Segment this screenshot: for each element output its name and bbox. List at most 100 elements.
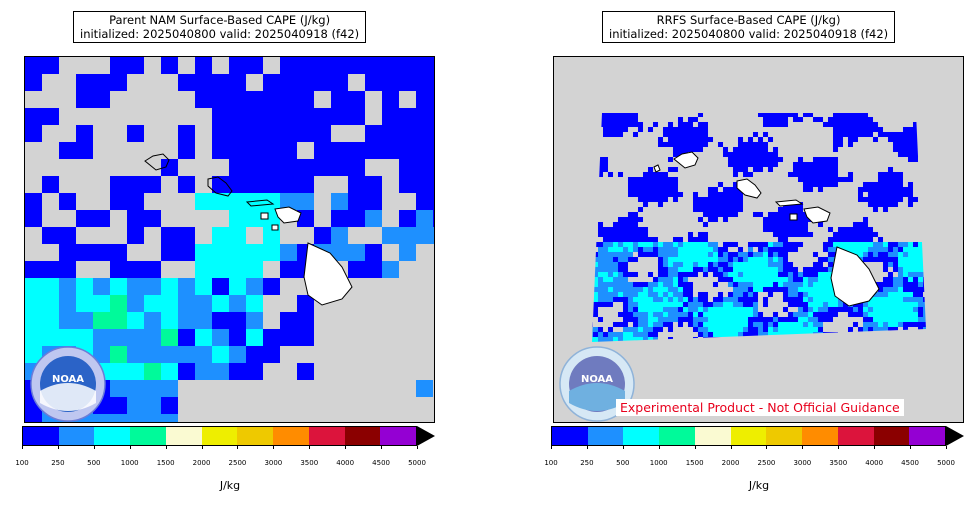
cape-cell: [331, 159, 348, 176]
cape-cell: [178, 278, 195, 295]
cape-cell: [144, 329, 161, 346]
cape-cell: [433, 176, 434, 193]
cape-cell: [297, 210, 314, 227]
cape-cell: [433, 108, 434, 125]
cape-cell: [25, 295, 42, 312]
cape-cell: [399, 125, 416, 142]
cape-cell: [382, 74, 399, 91]
cape-cell: [399, 227, 416, 244]
cape-cell: [314, 227, 331, 244]
cape-cell: [229, 159, 246, 176]
cape-cell: [229, 295, 246, 312]
cape-cell: [246, 346, 263, 363]
cape-cell: [382, 91, 399, 108]
cape-cell: [127, 57, 144, 74]
cape-cell: [212, 74, 229, 91]
cape-cell: [246, 312, 263, 329]
colorbar-tick-mark: [273, 446, 275, 449]
cape-cell: [127, 329, 144, 346]
cape-cell: [348, 193, 365, 210]
cape-cell: [110, 193, 127, 210]
cape-cell: [127, 125, 144, 142]
colorbar-tick-mark: [129, 446, 131, 449]
cape-cell: [314, 125, 331, 142]
left-colorbar-arrow: [417, 426, 435, 446]
left-cape-grid: [25, 57, 434, 422]
cape-cell: [280, 91, 297, 108]
colorbar-segment: [659, 427, 695, 445]
cape-cell: [263, 193, 280, 210]
colorbar-segment: [344, 427, 381, 445]
cape-cell: [399, 57, 416, 74]
colorbar-tick-label: 100: [15, 459, 29, 467]
colorbar-segment: [694, 427, 731, 445]
colorbar-tick-label: 1000: [649, 459, 668, 467]
cape-cell: [42, 414, 59, 422]
cape-cell: [382, 227, 399, 244]
cape-cell: [280, 329, 297, 346]
cape-cell: [161, 295, 178, 312]
colorbar-tick-mark: [586, 446, 588, 449]
cape-cell: [382, 142, 399, 159]
colorbar-tick-mark: [93, 446, 95, 449]
cape-cell: [178, 312, 195, 329]
colorbar-tick-mark: [417, 446, 418, 449]
colorbar-tick-label: 500: [87, 459, 101, 467]
right-colorbar: [551, 426, 946, 446]
cape-cell: [399, 108, 416, 125]
colorbar-tick-mark: [309, 446, 311, 449]
colorbar-tick-mark: [658, 446, 660, 449]
cape-cell: [331, 91, 348, 108]
cape-cell: [212, 278, 229, 295]
cape-cell: [76, 125, 93, 142]
cape-cell: [76, 278, 93, 295]
cape-cell: [42, 108, 59, 125]
cape-cell: [416, 57, 433, 74]
colorbar-tick-mark: [381, 446, 383, 449]
cape-cell: [280, 312, 297, 329]
cape-cell: [93, 244, 110, 261]
cape-cell: [127, 193, 144, 210]
cape-cell: [246, 142, 263, 159]
cape-cell: [76, 91, 93, 108]
cape-cell: [229, 193, 246, 210]
cape-cell: [416, 159, 433, 176]
cape-cell: [42, 278, 59, 295]
cape-cell: [263, 74, 280, 91]
cape-cell: [178, 346, 195, 363]
cape-cell: [331, 244, 348, 261]
colorbar-tick-mark: [946, 446, 947, 449]
cape-cell: [229, 57, 246, 74]
cape-cell: [263, 346, 280, 363]
cape-cell: [161, 380, 178, 397]
cape-cell: [263, 244, 280, 261]
colorbar-segment: [23, 427, 59, 445]
cape-cell: [195, 295, 212, 312]
cape-cell: [399, 244, 416, 261]
cape-cell: [161, 227, 178, 244]
cape-cell: [161, 278, 178, 295]
left-units-label: J/kg: [219, 479, 241, 492]
cape-cell: [314, 108, 331, 125]
cape-cell: [42, 57, 59, 74]
cape-cell: [59, 244, 76, 261]
cape-cell: [263, 108, 280, 125]
cape-cell: [25, 57, 42, 74]
cape-cell: [178, 363, 195, 380]
cape-cell: [212, 346, 229, 363]
cape-cell: [42, 261, 59, 278]
cape-cell: [314, 74, 331, 91]
colorbar-segment: [237, 427, 274, 445]
cape-cell: [178, 125, 195, 142]
cape-cell: [144, 210, 161, 227]
cape-cell: [416, 108, 433, 125]
colorbar-tick-label: 3000: [264, 459, 283, 467]
colorbar-tick-mark: [237, 446, 239, 449]
cape-cell: [246, 108, 263, 125]
cape-cell: [110, 244, 127, 261]
cape-cell: [314, 142, 331, 159]
cape-cell: [416, 227, 433, 244]
cape-cell: [93, 295, 110, 312]
cape-cell: [59, 193, 76, 210]
cape-cell: [246, 244, 263, 261]
